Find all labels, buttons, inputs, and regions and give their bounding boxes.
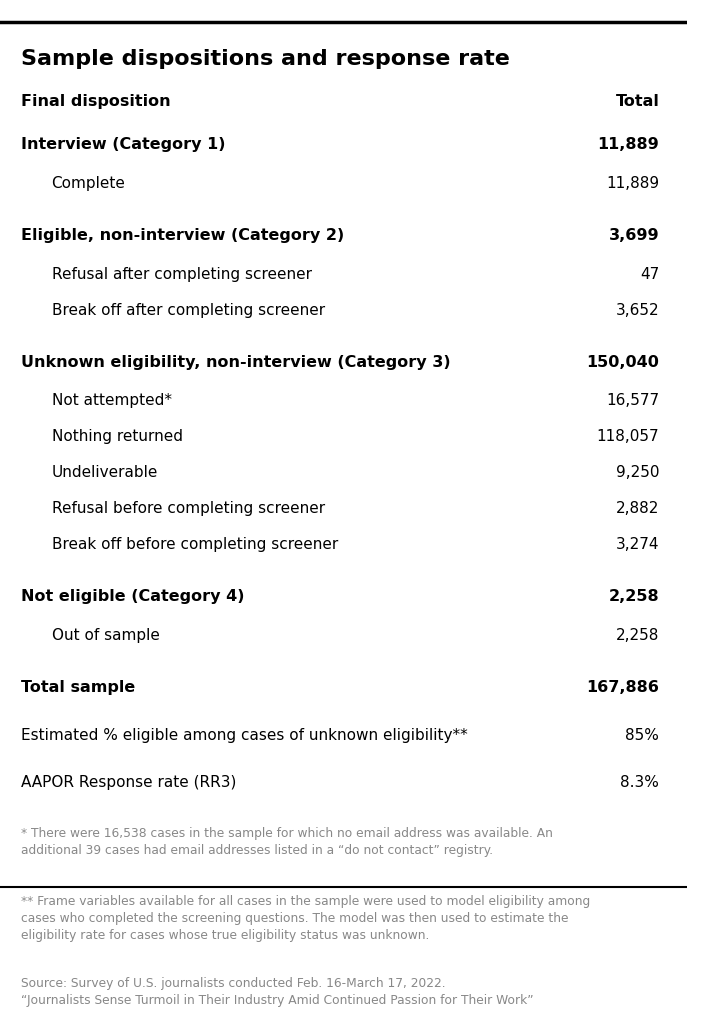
- Text: Not eligible (Category 4): Not eligible (Category 4): [21, 589, 244, 604]
- Text: Sample dispositions and response rate: Sample dispositions and response rate: [21, 49, 510, 70]
- Text: Total sample: Total sample: [21, 680, 135, 695]
- Text: 3,699: 3,699: [609, 228, 660, 243]
- Text: Total: Total: [615, 94, 660, 110]
- Text: 118,057: 118,057: [597, 429, 660, 444]
- Text: Final disposition: Final disposition: [21, 94, 170, 110]
- Text: Complete: Complete: [52, 176, 125, 191]
- Text: Not attempted*: Not attempted*: [52, 393, 171, 409]
- Text: 85%: 85%: [625, 728, 660, 742]
- Text: Source: Survey of U.S. journalists conducted Feb. 16-March 17, 2022.
“Journalist: Source: Survey of U.S. journalists condu…: [21, 977, 533, 1008]
- Text: 2,258: 2,258: [616, 628, 660, 643]
- Text: Out of sample: Out of sample: [52, 628, 159, 643]
- Text: 167,886: 167,886: [587, 680, 660, 695]
- Text: Refusal after completing screener: Refusal after completing screener: [52, 267, 311, 282]
- Text: 47: 47: [640, 267, 660, 282]
- Text: 3,652: 3,652: [616, 303, 660, 317]
- Text: 8.3%: 8.3%: [620, 775, 660, 791]
- Text: Eligible, non-interview (Category 2): Eligible, non-interview (Category 2): [21, 228, 344, 243]
- Text: Unknown eligibility, non-interview (Category 3): Unknown eligibility, non-interview (Cate…: [21, 354, 450, 370]
- Text: 9,250: 9,250: [616, 465, 660, 480]
- Text: 2,882: 2,882: [616, 501, 660, 516]
- Text: 11,889: 11,889: [606, 176, 660, 191]
- Text: Break off before completing screener: Break off before completing screener: [52, 538, 338, 552]
- Text: Interview (Category 1): Interview (Category 1): [21, 137, 225, 153]
- Text: Undeliverable: Undeliverable: [52, 465, 158, 480]
- Text: 150,040: 150,040: [587, 354, 660, 370]
- Text: Break off after completing screener: Break off after completing screener: [52, 303, 325, 317]
- Text: 3,274: 3,274: [616, 538, 660, 552]
- Text: AAPOR Response rate (RR3): AAPOR Response rate (RR3): [21, 775, 236, 791]
- Text: 2,258: 2,258: [609, 589, 660, 604]
- Text: Refusal before completing screener: Refusal before completing screener: [52, 501, 325, 516]
- Text: * There were 16,538 cases in the sample for which no email address was available: * There were 16,538 cases in the sample …: [21, 827, 553, 857]
- Text: 16,577: 16,577: [606, 393, 660, 409]
- Text: Estimated % eligible among cases of unknown eligibility**: Estimated % eligible among cases of unkn…: [21, 728, 467, 742]
- Text: 11,889: 11,889: [597, 137, 660, 153]
- Text: Nothing returned: Nothing returned: [52, 429, 183, 444]
- Text: ** Frame variables available for all cases in the sample were used to model elig: ** Frame variables available for all cas…: [21, 895, 590, 942]
